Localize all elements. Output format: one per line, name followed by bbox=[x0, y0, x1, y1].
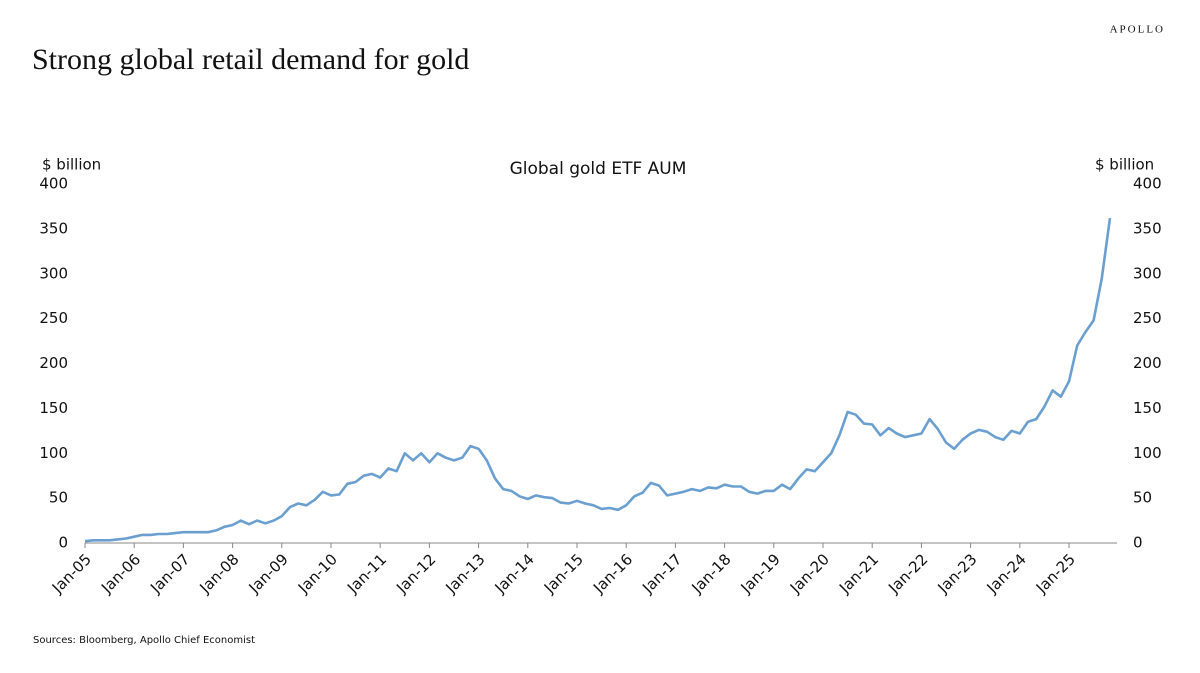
y2-tick-label: 350 bbox=[1133, 219, 1162, 237]
y2-axis-label: $ billion bbox=[1095, 156, 1154, 174]
x-tick-label: Jan-11 bbox=[343, 550, 390, 597]
y-tick-label: 250 bbox=[39, 309, 68, 327]
chart-title: Global gold ETF AUM bbox=[510, 159, 687, 179]
x-tick-label: Jan-12 bbox=[392, 550, 439, 597]
x-tick-label: Jan-18 bbox=[687, 550, 734, 597]
y2-tick-label: 300 bbox=[1133, 264, 1162, 282]
x-tick-label: Jan-05 bbox=[48, 550, 95, 597]
y-tick-label: 0 bbox=[58, 534, 68, 552]
brand: APOLLO bbox=[1110, 24, 1165, 36]
y2-tick-label: 200 bbox=[1133, 354, 1162, 372]
x-tick-label: Jan-24 bbox=[983, 550, 1030, 597]
y2-tick-label: 150 bbox=[1133, 399, 1162, 417]
y-tick-label: 300 bbox=[39, 264, 68, 282]
source: Sources: Bloomberg, Apollo Chief Economi… bbox=[33, 635, 255, 646]
y-axis-label: $ billion bbox=[42, 156, 101, 174]
data-line bbox=[84, 217, 1112, 543]
y-tick-label: 400 bbox=[39, 175, 68, 193]
x-tick-label: Jan-25 bbox=[1032, 550, 1079, 597]
y-tick-label: 50 bbox=[49, 489, 68, 507]
y2-tick-label: 250 bbox=[1133, 309, 1162, 327]
x-tick-label: Jan-08 bbox=[195, 550, 242, 597]
x-tick-label: Jan-13 bbox=[441, 550, 488, 597]
y2-tick-label: 50 bbox=[1133, 489, 1152, 507]
x-tick-label: Jan-16 bbox=[589, 550, 636, 597]
headline: Strong global retail demand for gold bbox=[32, 43, 469, 76]
x-tick-label: Jan-15 bbox=[540, 550, 587, 597]
x-tick-label: Jan-17 bbox=[638, 550, 685, 597]
x-tick-label: Jan-22 bbox=[884, 550, 931, 597]
x-tick-label: Jan-20 bbox=[786, 550, 833, 597]
y-tick-label: 100 bbox=[39, 444, 68, 462]
y2-tick-label: 100 bbox=[1133, 444, 1162, 462]
x-tick-label: Jan-07 bbox=[146, 550, 193, 597]
y2-tick-label: 400 bbox=[1133, 175, 1162, 193]
x-tick-label: Jan-06 bbox=[97, 550, 144, 597]
y2-tick-label: 0 bbox=[1133, 534, 1143, 552]
x-tick-label: Jan-09 bbox=[245, 550, 292, 597]
y-tick-label: 350 bbox=[39, 219, 68, 237]
x-tick-label: Jan-14 bbox=[491, 550, 538, 597]
x-tick-label: Jan-23 bbox=[933, 550, 980, 597]
y-tick-label: 200 bbox=[39, 354, 68, 372]
y-tick-label: 150 bbox=[39, 399, 68, 417]
x-tick-label: Jan-19 bbox=[737, 550, 784, 597]
x-tick-label: Jan-10 bbox=[294, 550, 341, 597]
x-tick-label: Jan-21 bbox=[835, 550, 882, 597]
